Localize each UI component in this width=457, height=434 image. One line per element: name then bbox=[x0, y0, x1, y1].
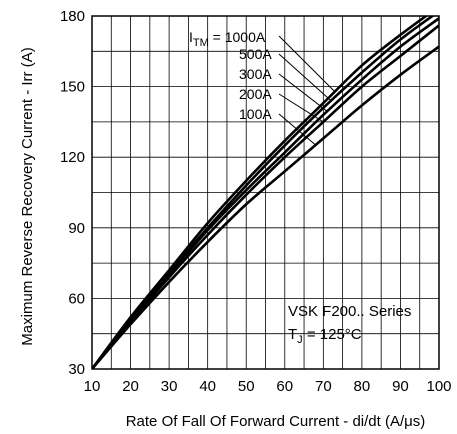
temp-subscript: J bbox=[297, 334, 303, 346]
leader-line-1000A bbox=[278, 35, 336, 93]
legend-title: ITM = 1000A bbox=[189, 29, 266, 49]
y-tick-label: 180 bbox=[60, 8, 85, 25]
legend-title-suffix: = 1000A bbox=[209, 29, 266, 45]
legend-title-prefix: I bbox=[189, 29, 193, 45]
leader-lines bbox=[278, 35, 336, 146]
y-tick-label: 150 bbox=[60, 79, 85, 96]
x-tick-label: 50 bbox=[238, 378, 255, 395]
leader-line-500A bbox=[278, 53, 332, 102]
y-axis-label: Maximum Reverse Recovery Current - Irr (… bbox=[19, 47, 36, 345]
tick-labels: 10 20 30 40 50 60 70 80 90 100 30 60 90 120 150 180 bbox=[60, 8, 452, 395]
x-tick-label: 60 bbox=[276, 378, 293, 395]
x-tick-label: 70 bbox=[315, 378, 332, 395]
x-tick-label: 90 bbox=[392, 378, 409, 395]
y-tick-label: 60 bbox=[68, 290, 85, 307]
y-tick-label: 30 bbox=[68, 361, 85, 378]
x-tick-label: 40 bbox=[199, 378, 216, 395]
series-line-100A bbox=[92, 45, 439, 369]
series-line-300A bbox=[92, 17, 439, 369]
x-axis-label: Rate Of Fall Of Forward Current - di/dt … bbox=[126, 413, 426, 430]
series-line-200A bbox=[92, 24, 439, 369]
y-tick-label: 120 bbox=[60, 149, 85, 166]
curve-label-100A: 100A bbox=[239, 106, 272, 122]
leader-line-300A bbox=[278, 73, 328, 112]
leader-line-100A bbox=[278, 113, 316, 146]
x-tick-label: 80 bbox=[354, 378, 371, 395]
y-tick-label: 90 bbox=[68, 220, 85, 237]
series-line-1000A bbox=[92, 16, 429, 369]
x-tick-label: 100 bbox=[426, 378, 451, 395]
device-series-label: VSK F200.. Series bbox=[288, 303, 411, 320]
curve-labels: 500A 300A 200A 100A bbox=[239, 46, 272, 122]
temperature-label: TJ = 125°C bbox=[288, 326, 362, 346]
grid-lines bbox=[91, 15, 440, 370]
curves bbox=[92, 16, 439, 369]
x-tick-label: 20 bbox=[122, 378, 139, 395]
legend-title-subscript: TM bbox=[193, 37, 209, 49]
curve-label-200A: 200A bbox=[239, 86, 272, 102]
curve-label-500A: 500A bbox=[239, 46, 272, 62]
temp-prefix: T bbox=[288, 326, 297, 343]
leader-line-200A bbox=[278, 93, 324, 123]
x-tick-label: 30 bbox=[161, 378, 178, 395]
curve-label-300A: 300A bbox=[239, 66, 272, 82]
plot-frame bbox=[91, 15, 440, 370]
x-tick-label: 10 bbox=[84, 378, 101, 395]
temp-suffix: = 125°C bbox=[303, 326, 362, 343]
